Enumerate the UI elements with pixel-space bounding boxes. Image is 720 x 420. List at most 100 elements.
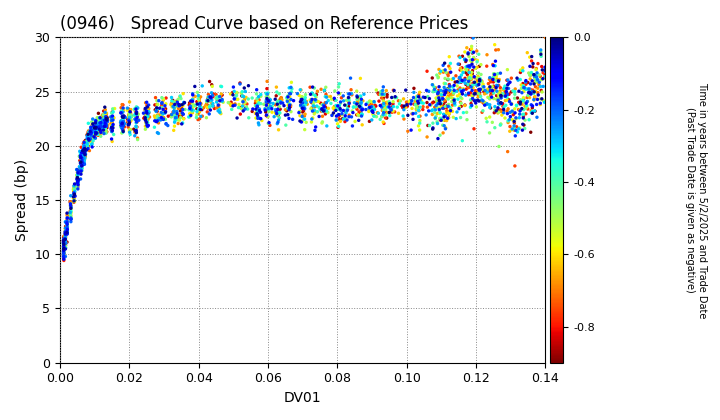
Point: [378, 100, 390, 107]
Point: [379, 104, 390, 111]
Point: [79, 146, 91, 152]
Point: [58, 243, 69, 250]
Point: [117, 122, 129, 129]
Point: [354, 93, 366, 100]
Point: [396, 102, 408, 109]
Point: [305, 97, 316, 103]
Point: [473, 86, 485, 93]
Point: [287, 116, 298, 123]
Point: [492, 97, 504, 104]
Point: [532, 89, 544, 96]
Point: [130, 116, 141, 123]
Point: [176, 101, 188, 108]
Point: [119, 120, 130, 127]
Point: [96, 121, 108, 127]
Point: [509, 110, 521, 116]
Point: [92, 132, 104, 139]
Point: [95, 133, 107, 139]
Point: [504, 128, 516, 135]
Point: [61, 228, 73, 235]
Point: [318, 108, 329, 114]
Point: [497, 92, 508, 98]
Point: [266, 105, 277, 112]
Point: [177, 90, 189, 97]
Point: [464, 46, 476, 53]
Point: [508, 125, 520, 132]
Point: [87, 137, 99, 144]
Point: [116, 122, 127, 129]
Point: [78, 146, 90, 152]
Point: [253, 93, 264, 100]
Point: [406, 97, 418, 104]
Point: [115, 118, 127, 124]
Point: [151, 106, 163, 113]
Point: [463, 90, 474, 97]
Point: [250, 100, 261, 107]
Point: [58, 240, 69, 247]
Point: [258, 101, 269, 108]
Point: [178, 115, 189, 122]
Point: [117, 118, 129, 125]
Point: [294, 98, 306, 105]
Point: [62, 225, 73, 231]
Point: [58, 241, 69, 248]
Point: [82, 143, 94, 150]
Point: [184, 105, 196, 112]
Point: [377, 107, 388, 114]
Point: [341, 102, 352, 109]
Point: [263, 105, 274, 112]
Point: [150, 94, 161, 101]
Point: [151, 108, 163, 115]
Point: [432, 95, 444, 102]
Point: [432, 74, 444, 81]
Point: [212, 97, 223, 104]
Point: [207, 100, 219, 107]
Point: [444, 87, 455, 94]
Point: [124, 116, 135, 122]
Point: [238, 93, 249, 100]
Point: [76, 158, 87, 165]
Point: [535, 51, 546, 58]
Point: [92, 117, 104, 123]
Point: [175, 108, 186, 114]
Point: [214, 106, 225, 113]
Point: [528, 89, 540, 95]
Point: [343, 100, 355, 106]
Point: [281, 108, 292, 114]
Point: [58, 250, 69, 257]
Point: [72, 171, 84, 178]
Point: [172, 116, 184, 122]
Point: [241, 101, 253, 108]
Point: [102, 116, 113, 122]
Point: [82, 144, 94, 151]
Point: [467, 56, 478, 63]
Point: [100, 116, 112, 123]
Point: [72, 181, 84, 188]
Point: [262, 113, 274, 120]
Point: [270, 109, 282, 116]
Point: [461, 45, 472, 51]
Point: [446, 108, 458, 115]
Point: [441, 70, 453, 77]
Point: [284, 101, 295, 108]
Point: [129, 132, 140, 139]
Point: [81, 142, 93, 148]
Point: [105, 126, 117, 132]
Point: [356, 107, 368, 113]
Point: [477, 83, 489, 90]
Point: [269, 113, 280, 120]
Point: [443, 115, 454, 121]
Point: [346, 113, 357, 120]
Point: [408, 89, 420, 96]
Point: [497, 100, 508, 107]
Point: [475, 71, 487, 78]
Point: [366, 106, 377, 113]
Point: [520, 105, 531, 112]
Point: [377, 102, 388, 108]
Point: [107, 114, 118, 121]
Point: [462, 81, 474, 88]
Point: [294, 108, 306, 115]
Point: [140, 126, 151, 133]
Point: [171, 110, 182, 117]
Point: [477, 100, 489, 106]
